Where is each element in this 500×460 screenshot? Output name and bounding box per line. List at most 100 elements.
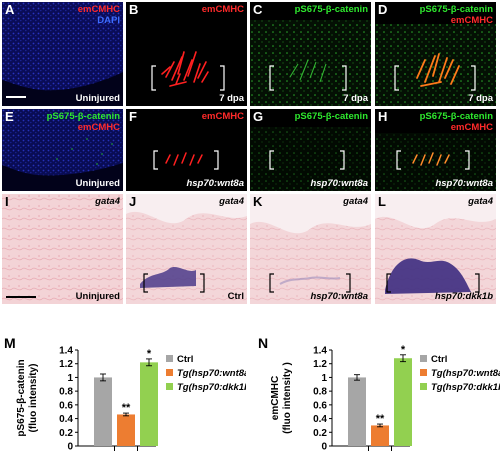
legend-swatch [166, 369, 173, 376]
panel-h: H pS675-β-catenin emCMHC hsp70:wnt8a [375, 109, 496, 191]
panel-l: L gata4 hsp70:dkk1b [375, 194, 496, 304]
y-tick-label: 0.4 [59, 414, 73, 425]
y-tick-label: 0.2 [313, 428, 327, 439]
panel-letter: A [5, 2, 15, 17]
y-axis-title-line: emCMHC [270, 376, 281, 420]
panel-letter: F [129, 109, 137, 124]
tissue-image-l [375, 194, 496, 304]
y-axis-title-line: pS675-β-catenin [16, 359, 27, 436]
panel-d: D pS675-β-catenin emCMHC 7 dpa [375, 2, 496, 106]
y-axis-title: pS675-β-catenin(fluo intensity) [16, 359, 39, 436]
y-tick-label: 1.2 [313, 359, 327, 370]
tissue-image-g [250, 127, 371, 191]
chart-m: pS675-β-catenin(fluo intensity) 0 0.2 0.4 0.… [16, 346, 246, 453]
y-tick-label: 1.4 [313, 346, 327, 357]
legend-label: Tg(hsp70:dkk1b) [431, 382, 500, 393]
stain-label: pS675-β-catenin emCMHC [419, 4, 493, 26]
stain-label: emCMHC [201, 111, 244, 122]
panel-letter: G [253, 109, 264, 124]
panel-k: K gata4 hsp70:wnt8a [250, 194, 371, 304]
condition-label: 7 dpa [343, 93, 368, 104]
legend-label: Tg(hsp70:dkk1b) [177, 382, 246, 393]
condition-label: Ctrl [227, 291, 244, 302]
bar [117, 414, 135, 446]
bar [394, 358, 412, 446]
panel-e: E pS675-β-catenin emCMHC Uninjured [2, 109, 123, 191]
tissue-image-j [126, 194, 247, 304]
panel-letter: B [129, 2, 139, 17]
bar [140, 362, 158, 446]
condition-label: hsp70:wnt8a [310, 178, 368, 189]
y-axis-title: emCMHC(fluo intensity ) [270, 362, 293, 434]
tissue-image-b [151, 51, 225, 91]
panel-c: C pS675-β-catenin 7 dpa [250, 2, 371, 106]
y-tick-label: 1 [67, 373, 73, 384]
significance-label: * [401, 344, 406, 356]
panel-letter: I [5, 194, 9, 209]
stain-label: pS675-β-catenin [294, 4, 368, 15]
panel-letter: L [378, 194, 386, 209]
panel-b: B emCMHC 7 dpa [126, 2, 247, 106]
legend-label: Tg(hsp70:wnt8a) [431, 368, 500, 379]
tissue-image-f [153, 150, 219, 170]
condition-label: hsp70:wnt8a [310, 291, 368, 302]
tissue-image-h [375, 133, 496, 191]
condition-label: 7 dpa [219, 93, 244, 104]
panel-letter: C [253, 2, 263, 17]
panel-letter: D [378, 2, 388, 17]
legend-label: Tg(hsp70:wnt8a) [177, 368, 246, 379]
stain-label: emCMHC [201, 4, 244, 15]
y-tick-label: 0.4 [313, 414, 327, 425]
significance-label: * [147, 348, 152, 360]
panel-g: G pS675-β-catenin hsp70:wnt8a [250, 109, 371, 191]
stain-label: pS675-β-catenin emCMHC [419, 111, 493, 133]
legend-swatch [420, 383, 427, 390]
tissue-image-e [2, 109, 123, 176]
y-tick-label: 0.8 [59, 387, 73, 398]
y-axis-title-line: (fluo intensity) [28, 364, 39, 433]
legend-swatch [166, 355, 173, 362]
condition-label: hsp70:wnt8a [435, 178, 493, 189]
chart-n-letter: N [258, 335, 269, 351]
tissue-image-k [250, 194, 371, 304]
y-tick-label: 0.8 [313, 387, 327, 398]
panel-j: J gata4 Ctrl [126, 194, 247, 304]
panel-a: A emCMHC DAPI Uninjured [2, 2, 123, 106]
tissue-image-c [250, 20, 371, 106]
bar [371, 425, 389, 446]
tissue-image-d [375, 24, 496, 106]
condition-label: 7 dpa [468, 93, 493, 104]
legend-label: Ctrl [431, 354, 447, 365]
panel-letter: E [5, 109, 14, 124]
stain-label: emCMHC DAPI [77, 4, 120, 26]
panel-letter: K [253, 194, 263, 209]
panel-i: I gata4 Uninjured [2, 194, 123, 304]
tissue-image-i [2, 194, 123, 304]
bar [94, 377, 112, 446]
stain-label: pS675-β-catenin emCMHC [46, 111, 120, 133]
legend-swatch [166, 383, 173, 390]
legend-swatch [420, 369, 427, 376]
y-tick-label: 0.6 [313, 400, 327, 411]
condition-label: hsp70:wnt8a [186, 178, 244, 189]
y-tick-label: 0.6 [59, 400, 73, 411]
condition-label: Uninjured [75, 93, 120, 104]
y-axis-title-line: (fluo intensity ) [282, 362, 293, 434]
significance-label: ** [122, 402, 131, 414]
y-tick-label: 0 [321, 442, 327, 453]
bar [348, 377, 366, 446]
y-tick-label: 1.4 [59, 346, 73, 357]
legend-label: Ctrl [177, 354, 193, 365]
panel-f: F emCMHC hsp70:wnt8a [126, 109, 247, 191]
gene-label: gata4 [219, 196, 244, 207]
y-tick-label: 1.2 [59, 359, 73, 370]
panel-letter: H [378, 109, 388, 124]
gene-label: gata4 [95, 196, 120, 207]
y-tick-label: 1 [321, 373, 327, 384]
chart-m-letter: M [4, 335, 16, 351]
condition-label: hsp70:dkk1b [434, 291, 493, 302]
gene-label: gata4 [468, 196, 493, 207]
stain-label: pS675-β-catenin [294, 111, 368, 122]
tissue-image-a [2, 2, 123, 98]
condition-label: Uninjured [75, 291, 120, 302]
